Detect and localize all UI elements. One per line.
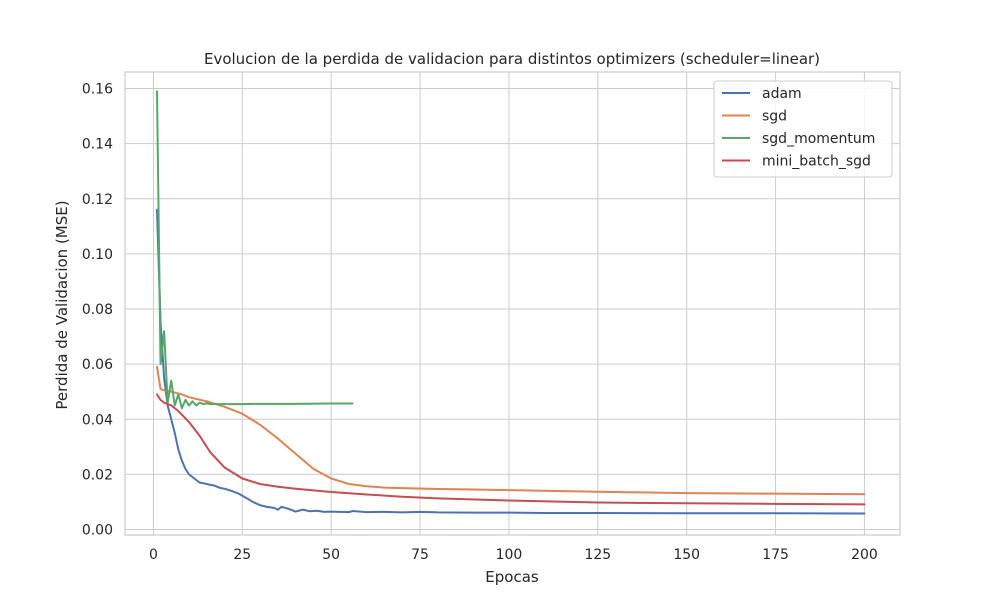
series-line-adam [156,208,866,515]
x-tick-label: 0 [149,547,158,563]
series-line-sgd [156,365,866,496]
chart-title: Evolucion de la perdida de validacion pa… [204,50,820,68]
y-tick-label: 0.14 [82,137,113,153]
y-axis-label: Perdida de Validacion (MSE) [53,200,71,409]
series-line-sgd-momentum [156,90,354,410]
legend-box [713,80,893,178]
y-tick-label: 0.06 [82,357,113,373]
x-axis-label: Epocas [485,568,539,586]
series-line-mini-batch-sgd [156,393,866,506]
legend-item: sgd_momentum [722,131,875,147]
y-tick-label: 0.16 [82,82,113,98]
legend-item: adam [722,86,802,102]
y-tick-label: 0.10 [82,247,113,263]
x-tick-label: 25 [233,547,251,563]
y-tick-label: 0.12 [82,192,113,208]
x-tick-label: 75 [411,547,429,563]
x-tick-label: 125 [584,547,611,563]
legend-item: mini_batch_sgd [722,154,871,170]
legend-label: sgd_momentum [762,131,875,147]
x-tick-label: 100 [496,547,523,563]
x-tick-label: 175 [762,547,789,563]
legend-item: sgd [722,109,787,125]
legend: adam sgd sgd_momentum mini_batch_sgd [713,80,893,178]
y-tick-label: 0.00 [82,522,113,538]
x-tick-label: 50 [322,547,340,563]
axis-ticks: 0 25 50 75 100 125 150 175 200 0.00 0.02 0.04 0.06 0.… [82,82,878,563]
y-tick-label: 0.08 [82,302,113,318]
y-tick-label: 0.02 [82,467,113,483]
legend-label: adam [762,86,802,102]
series-lines [156,90,866,515]
plot-frame [124,71,901,536]
y-tick-label: 0.04 [82,412,113,428]
legend-label: sgd [762,109,787,125]
x-tick-label: 200 [851,547,878,563]
legend-label: mini_batch_sgd [762,154,871,170]
x-tick-label: 150 [673,547,700,563]
